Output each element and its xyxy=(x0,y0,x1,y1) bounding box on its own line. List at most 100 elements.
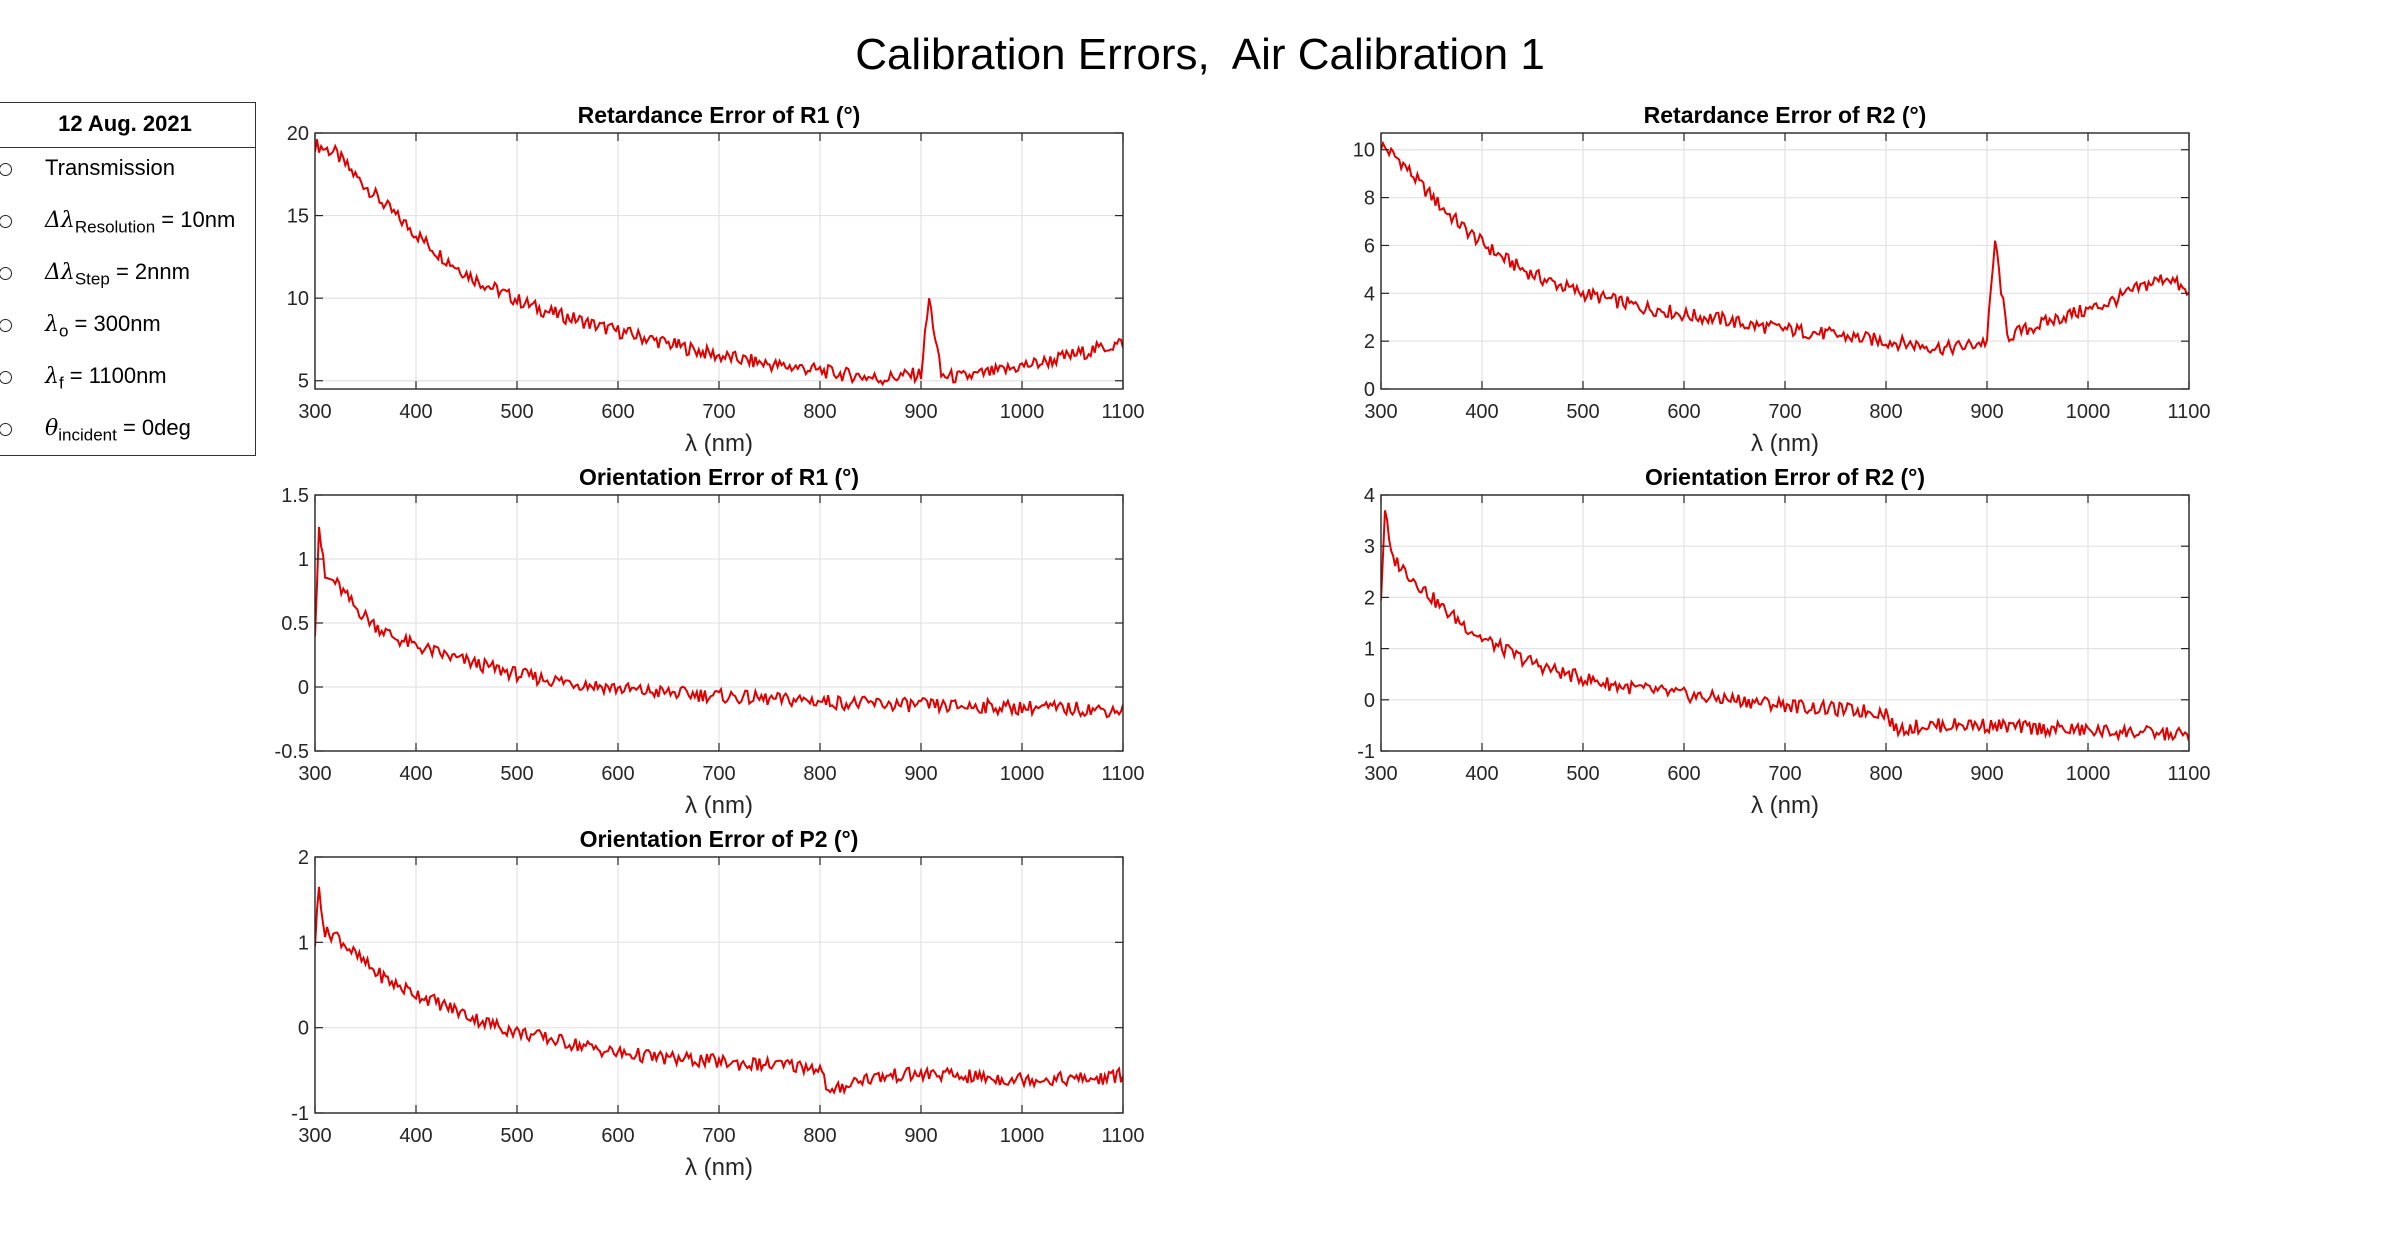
figure-title: Calibration Errors, Air Calibration 1 xyxy=(855,30,1545,79)
x-tick-label: 700 xyxy=(1768,763,1801,785)
series-line xyxy=(315,886,1123,1096)
x-tick-label: 600 xyxy=(601,1125,634,1147)
series-line xyxy=(315,526,1123,719)
y-tick-label: 2 xyxy=(1364,331,1375,353)
legend-item-symbol: Δλ xyxy=(45,208,75,233)
x-tick-label: 600 xyxy=(601,763,634,785)
y-tick-label: 2 xyxy=(1364,587,1375,609)
x-tick-label: 1000 xyxy=(1000,763,1045,785)
x-tick-label: 900 xyxy=(1970,401,2003,423)
x-tick-label: 900 xyxy=(904,1125,937,1147)
legend-item-value: = 10nm xyxy=(155,207,236,232)
legend-item-label: Transmission xyxy=(45,155,175,180)
legend-item-symbol: λ xyxy=(45,364,59,389)
x-tick-label: 400 xyxy=(1465,401,1498,423)
x-tick-label: 1100 xyxy=(2167,763,2210,785)
y-tick-label: 1 xyxy=(1364,639,1375,661)
x-tick-label: 1000 xyxy=(1000,401,1045,423)
chart-panel: 300 400 500 600 700 800 900 1000 1100 -0.5 0 0.5 1 1.… xyxy=(275,464,1145,819)
circle-marker-icon xyxy=(0,371,12,384)
chart-title: Orientation Error of R1 (°) xyxy=(579,464,859,490)
legend-item-subscript: o xyxy=(58,321,69,341)
y-tick-label: 1 xyxy=(298,932,309,954)
legend-item-value: = 300nm xyxy=(68,311,161,336)
chart-panel: 300 400 500 600 700 800 900 1000 1100 0 2 4 6 8 10 Reta… xyxy=(1353,102,2211,457)
y-tick-label: 0 xyxy=(298,1018,309,1040)
x-axis-label: λ (nm) xyxy=(685,430,753,457)
x-axis-label: λ (nm) xyxy=(685,792,753,819)
x-tick-label: 1000 xyxy=(1000,1125,1045,1147)
x-tick-label: 1100 xyxy=(1101,1125,1144,1147)
x-tick-label: 900 xyxy=(904,401,937,423)
y-tick-label: 0 xyxy=(298,677,309,699)
legend-item-symbol: Δλ xyxy=(45,260,75,285)
x-tick-label: 400 xyxy=(1465,763,1498,785)
y-tick-label: 10 xyxy=(287,288,309,310)
x-axis-label: λ (nm) xyxy=(685,1154,753,1181)
legend-item-subscript: Step xyxy=(74,269,110,289)
legend-item-step: ΔλStep = 2nnm xyxy=(0,255,257,295)
legend-item-value: = 2nnm xyxy=(109,259,190,284)
x-tick-label: 700 xyxy=(1768,401,1801,423)
y-tick-label: 0 xyxy=(1364,379,1375,401)
series-line xyxy=(315,139,1123,387)
x-tick-label: 900 xyxy=(1970,763,2003,785)
x-tick-label: 800 xyxy=(803,763,836,785)
x-tick-label: 300 xyxy=(298,401,331,423)
x-tick-label: 300 xyxy=(298,763,331,785)
circle-marker-icon xyxy=(0,319,12,332)
y-tick-label: 1.5 xyxy=(281,485,309,507)
y-tick-label: 4 xyxy=(1364,283,1375,305)
legend-item-subscript: f xyxy=(58,373,64,393)
x-tick-label: 700 xyxy=(702,1125,735,1147)
y-tick-label: 2 xyxy=(298,847,309,869)
x-tick-label: 500 xyxy=(500,763,533,785)
legend-item-symbol: λ xyxy=(45,312,59,337)
x-tick-label: 1100 xyxy=(1101,763,1144,785)
x-tick-label: 500 xyxy=(500,1125,533,1147)
x-tick-label: 1000 xyxy=(2066,401,2111,423)
x-tick-label: 600 xyxy=(601,401,634,423)
chart-panel: 300 400 500 600 700 800 900 1000 1100 -1 0 1 2 3 4 Orie… xyxy=(1357,464,2210,819)
y-tick-label: 8 xyxy=(1364,188,1375,210)
legend-item-symbol: θ xyxy=(45,416,59,441)
x-tick-label: 400 xyxy=(399,763,432,785)
legend-item-subscript: incident xyxy=(58,425,117,445)
legend-item-transmission: Transmission xyxy=(0,151,257,191)
chart-title: Orientation Error of R2 (°) xyxy=(1645,464,1925,490)
circle-marker-icon xyxy=(0,163,12,176)
legend-divider xyxy=(0,147,255,148)
x-tick-label: 1100 xyxy=(2167,401,2210,423)
x-tick-label: 600 xyxy=(1667,763,1700,785)
x-tick-label: 900 xyxy=(904,763,937,785)
chart-title: Orientation Error of P2 (°) xyxy=(580,826,859,852)
legend-item-value: = 1100nm xyxy=(63,363,167,388)
legend-item-subscript: Resolution xyxy=(74,217,156,237)
x-tick-label: 300 xyxy=(1364,401,1397,423)
x-tick-label: 1100 xyxy=(1101,401,1144,423)
legend-item-incident-angle: θincident = 0deg xyxy=(0,411,257,451)
circle-marker-icon xyxy=(0,423,12,436)
chart-title: Retardance Error of R2 (°) xyxy=(1644,102,1927,128)
legend-item-resolution: ΔλResolution = 10nm xyxy=(0,203,257,243)
x-tick-label: 800 xyxy=(803,401,836,423)
series-line xyxy=(1381,140,2189,357)
x-tick-label: 700 xyxy=(702,401,735,423)
y-tick-label: 0.5 xyxy=(281,613,309,635)
y-tick-label: -0.5 xyxy=(275,741,309,763)
x-tick-label: 300 xyxy=(298,1125,331,1147)
y-tick-label: 1 xyxy=(298,549,309,571)
series-line xyxy=(1381,510,2189,743)
y-tick-label: 4 xyxy=(1364,485,1375,507)
y-tick-label: 15 xyxy=(287,206,309,228)
x-tick-label: 400 xyxy=(399,401,432,423)
x-tick-label: 300 xyxy=(1364,763,1397,785)
chart-panel: 300 400 500 600 700 800 900 1000 1100 -1 0 1 2 Orient… xyxy=(291,826,1144,1181)
y-tick-label: 6 xyxy=(1364,235,1375,257)
legend-item-lambda-final: λf = 1100nm xyxy=(0,359,257,399)
chart-panel: 300 400 500 600 700 800 900 1000 1100 5 10 15 20 Reta… xyxy=(287,102,1145,457)
circle-marker-icon xyxy=(0,267,12,280)
circle-marker-icon xyxy=(0,215,12,228)
x-tick-label: 400 xyxy=(399,1125,432,1147)
